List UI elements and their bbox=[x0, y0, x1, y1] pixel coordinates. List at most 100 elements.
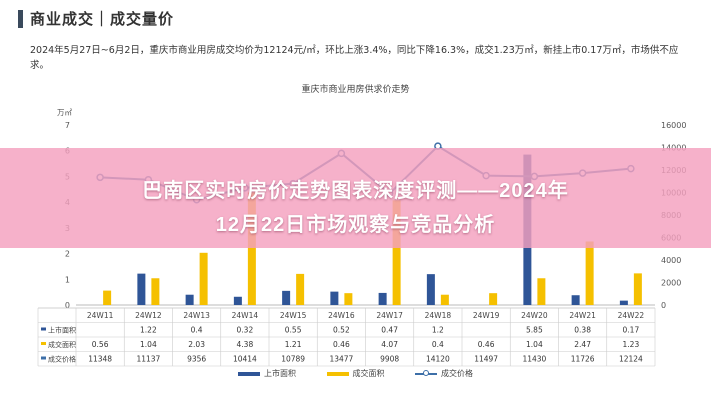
table-cell: 0.46 bbox=[333, 340, 350, 349]
left-axis-tick: 2 bbox=[65, 250, 70, 259]
table-cell: 1.04 bbox=[140, 340, 157, 349]
table-cell: 0.38 bbox=[574, 326, 591, 335]
table-row-swatch bbox=[41, 327, 46, 331]
legend-swatch-listing bbox=[237, 371, 260, 376]
table-cell: 1.21 bbox=[285, 340, 302, 349]
table-cell: 1.22 bbox=[140, 326, 157, 335]
banner-title-line-1: 巴南区实时房价走势图表深度评测——2024年 bbox=[142, 180, 569, 202]
bar-deal-area bbox=[489, 293, 498, 305]
table-cell: 11430 bbox=[522, 355, 546, 364]
table-cell: 13477 bbox=[329, 355, 353, 364]
article-title-banner: 巴南区实时房价走势图表深度评测——2024年 12月22日市场观察与竞品分析 bbox=[0, 148, 711, 248]
bar-deal-area bbox=[633, 273, 642, 305]
table-cell: 2.03 bbox=[188, 340, 205, 349]
table-cell: 0.46 bbox=[478, 340, 495, 349]
legend-label-deal: 成交面积 bbox=[352, 369, 385, 378]
x-axis-tick: 24W13 bbox=[183, 311, 210, 320]
table-cell: 10414 bbox=[233, 355, 257, 364]
table-cell: 11726 bbox=[571, 355, 595, 364]
legend-listing-area: 上市面积 bbox=[237, 368, 296, 379]
x-axis-tick: 24W20 bbox=[521, 311, 548, 320]
bar-deal-area bbox=[103, 290, 112, 305]
table-cell: 4.07 bbox=[381, 340, 398, 349]
bar-listing-area bbox=[426, 274, 435, 305]
bar-listing-area bbox=[330, 291, 339, 305]
market-summary: 2024年5月27日~6月2日，重庆市商业用房成交均价为12124元/㎡，环比上… bbox=[30, 45, 679, 71]
table-row-label: 上市面积 bbox=[48, 326, 76, 335]
bar-listing-area bbox=[185, 294, 194, 305]
x-axis-tick: 24W15 bbox=[280, 311, 307, 320]
bar-listing-area bbox=[571, 295, 580, 305]
table-cell: 4.38 bbox=[237, 340, 254, 349]
x-axis-tick: 24W21 bbox=[569, 311, 596, 320]
x-axis-tick: 24W11 bbox=[87, 311, 114, 320]
x-axis-tick: 24W22 bbox=[618, 311, 645, 320]
table-cell: 10789 bbox=[281, 355, 305, 364]
bar-deal-area bbox=[247, 192, 256, 305]
table-cell: 0.4 bbox=[432, 340, 444, 349]
right-axis-tick: 2000 bbox=[661, 279, 681, 288]
right-axis-tick: 4000 bbox=[661, 256, 681, 265]
table-cell: 0.17 bbox=[623, 326, 640, 335]
bar-deal-area bbox=[199, 252, 208, 305]
legend-label-listing: 上市面积 bbox=[263, 369, 296, 378]
legend-swatch-deal bbox=[326, 371, 349, 376]
table-cell: 0.52 bbox=[333, 326, 350, 335]
table-cell: 9356 bbox=[187, 355, 206, 364]
bar-deal-area bbox=[296, 273, 305, 305]
legend-swatch-price bbox=[415, 369, 438, 376]
table-cell: 0.55 bbox=[285, 326, 302, 335]
table-cell: 0.4 bbox=[191, 326, 203, 335]
bar-listing-area bbox=[619, 300, 628, 305]
bar-deal-area bbox=[440, 294, 449, 305]
bar-listing-area bbox=[282, 290, 291, 305]
chart-legend: 上市面积 成交面积 成交价格 bbox=[0, 368, 711, 379]
table-cell: 1.04 bbox=[526, 340, 543, 349]
table-cell: 11137 bbox=[136, 355, 160, 364]
legend-label-price: 成交价格 bbox=[441, 369, 474, 378]
table-cell: 1.23 bbox=[623, 340, 640, 349]
x-axis-tick: 24W19 bbox=[473, 311, 500, 320]
x-axis-tick: 24W12 bbox=[135, 311, 162, 320]
bar-listing-area bbox=[137, 273, 146, 305]
title-accent-bar bbox=[18, 10, 23, 28]
right-axis-tick: 0 bbox=[661, 301, 666, 310]
table-cell: 11497 bbox=[474, 355, 498, 364]
legend-deal-price: 成交价格 bbox=[415, 368, 473, 379]
table-row-swatch bbox=[41, 356, 46, 360]
table-row-swatch bbox=[41, 342, 46, 345]
chart-title: 重庆市商业用房供求价走势 bbox=[301, 85, 410, 95]
table-row-label: 成交价格 bbox=[48, 355, 76, 364]
x-axis-tick: 24W17 bbox=[376, 311, 403, 320]
table-cell: 0.56 bbox=[92, 340, 109, 349]
x-axis-tick: 24W16 bbox=[328, 311, 355, 320]
left-axis-tick: 7 bbox=[65, 121, 70, 130]
page-header: 商业成交｜成交量价 bbox=[0, 0, 711, 40]
right-axis-tick: 16000 bbox=[661, 121, 686, 130]
table-cell: 5.85 bbox=[526, 326, 543, 335]
table-cell: 1.2 bbox=[432, 326, 444, 335]
left-axis-tick: 0 bbox=[65, 301, 70, 310]
table-row-label: 成交面积 bbox=[48, 340, 76, 349]
table-cell: 14120 bbox=[426, 355, 450, 364]
bar-deal-area bbox=[585, 241, 594, 305]
x-axis-tick: 24W14 bbox=[232, 311, 259, 320]
x-axis-tick: 24W18 bbox=[425, 311, 452, 320]
left-axis-unit: 万㎡ bbox=[57, 108, 72, 117]
legend-deal-area: 成交面积 bbox=[326, 368, 385, 379]
table-cell: 0.47 bbox=[381, 326, 398, 335]
bar-deal-area bbox=[344, 293, 353, 305]
table-cell: 2.47 bbox=[574, 340, 591, 349]
bar-deal-area bbox=[151, 278, 160, 305]
bar-deal-area bbox=[392, 200, 401, 305]
table-cell: 0.32 bbox=[237, 326, 254, 335]
banner-title-line-2: 12月22日市场观察与竞品分析 bbox=[215, 214, 496, 236]
bar-listing-area bbox=[233, 296, 242, 305]
left-axis-tick: 1 bbox=[65, 275, 70, 284]
bar-deal-area bbox=[537, 278, 546, 305]
table-cell: 11348 bbox=[88, 355, 112, 364]
bar-listing-area bbox=[378, 292, 387, 305]
table-cell: 12124 bbox=[619, 355, 643, 364]
table-cell: 9908 bbox=[380, 355, 399, 364]
page-title: 商业成交｜成交量价 bbox=[30, 10, 175, 28]
